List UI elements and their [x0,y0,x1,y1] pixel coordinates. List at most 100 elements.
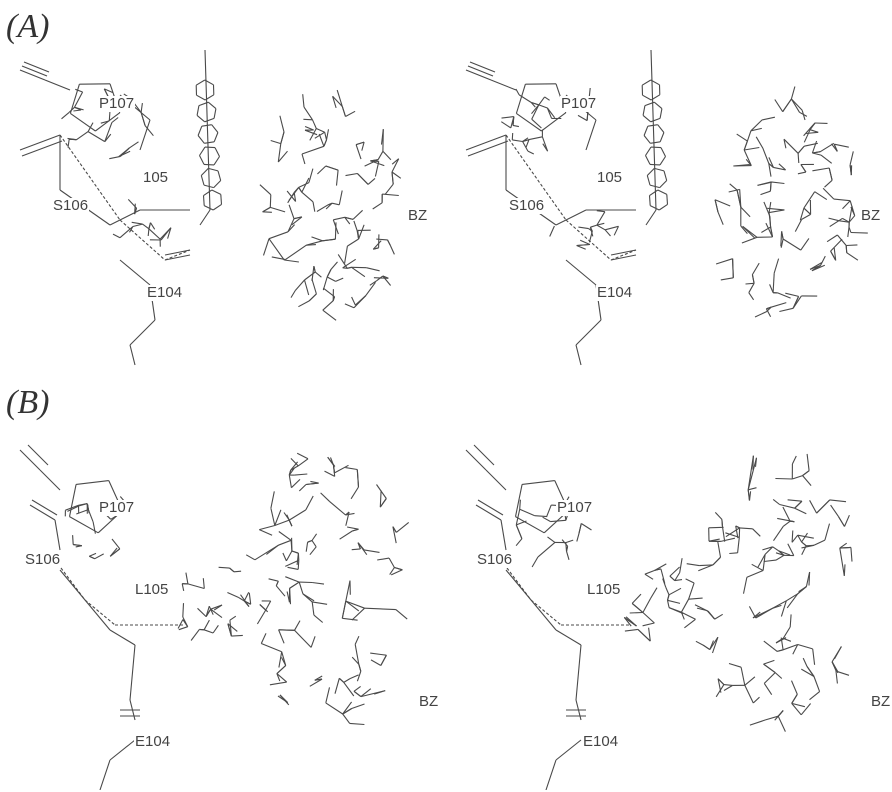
bond [202,195,205,206]
panel-b-right-view: P107 L105 S106 E104 BZ [446,410,892,790]
bond [395,521,410,533]
bond [202,578,205,589]
bond [541,112,567,132]
bond [327,456,336,467]
bond [577,114,588,122]
bond [555,209,587,226]
bond [642,622,655,627]
bond [70,112,96,132]
bond [338,190,343,205]
bond [197,607,207,617]
bond [522,139,530,143]
bond [789,614,792,628]
bond [309,546,317,556]
bond [799,207,805,221]
bond [278,531,292,541]
bond [109,155,121,160]
bond [280,131,285,144]
bond [111,538,121,550]
bond [345,467,358,471]
bond [391,158,400,173]
bond [829,217,843,228]
bond [579,239,591,246]
bond [772,546,780,552]
bond [352,209,363,220]
bond [782,238,802,251]
bond [322,287,335,298]
bond [87,509,94,523]
hydrogen-bond [565,219,612,261]
bond [768,163,774,168]
bond [94,553,104,560]
bond [765,715,779,721]
bond [802,657,808,667]
bond [259,524,275,531]
bond [288,475,292,488]
bond [181,583,185,592]
bond [847,227,850,238]
bond [109,548,121,557]
bond [528,136,543,141]
bond [763,659,775,665]
bond [329,501,346,516]
bond [298,484,307,492]
bond [512,116,515,126]
bond [334,678,340,694]
bond [668,607,684,615]
bond [298,182,310,188]
bond [768,201,772,213]
bond [798,586,807,593]
bond [379,498,387,508]
bond [746,130,752,142]
bond [728,662,742,668]
bond [803,128,810,137]
bond [505,569,557,631]
bond [665,586,670,596]
bond [712,556,721,566]
bond [791,530,794,543]
bond [213,180,222,188]
bond [631,593,642,604]
bond [352,528,359,532]
bond [465,69,492,81]
bond [54,519,61,551]
bond [318,133,325,147]
bond [512,139,523,143]
bond [812,648,816,665]
bond [200,175,205,186]
bond [669,566,680,577]
bond [182,616,189,627]
bond [774,672,783,679]
bond [596,211,606,226]
bond [742,577,748,594]
bond [833,198,851,202]
bond [323,139,328,147]
bond [723,684,733,686]
bond [828,167,833,181]
bond [824,523,831,541]
bond [132,223,143,228]
bond [345,580,351,602]
bond [288,187,300,201]
bond [792,296,800,309]
label-l105: L105 [134,581,170,598]
bond [301,191,314,203]
bond [343,682,355,697]
bond [467,140,509,157]
label-p107: P107 [98,95,136,112]
bond [259,604,269,613]
bond [761,226,771,233]
bond [565,259,597,286]
bond [794,500,803,509]
bond [800,238,810,251]
bond [765,222,773,238]
bond [581,523,592,531]
bond [19,69,46,81]
bond [342,713,351,724]
bond [834,646,842,660]
bond [764,546,774,555]
bond [585,119,597,151]
bond [204,117,215,123]
bond [364,607,396,611]
bond [347,238,359,247]
